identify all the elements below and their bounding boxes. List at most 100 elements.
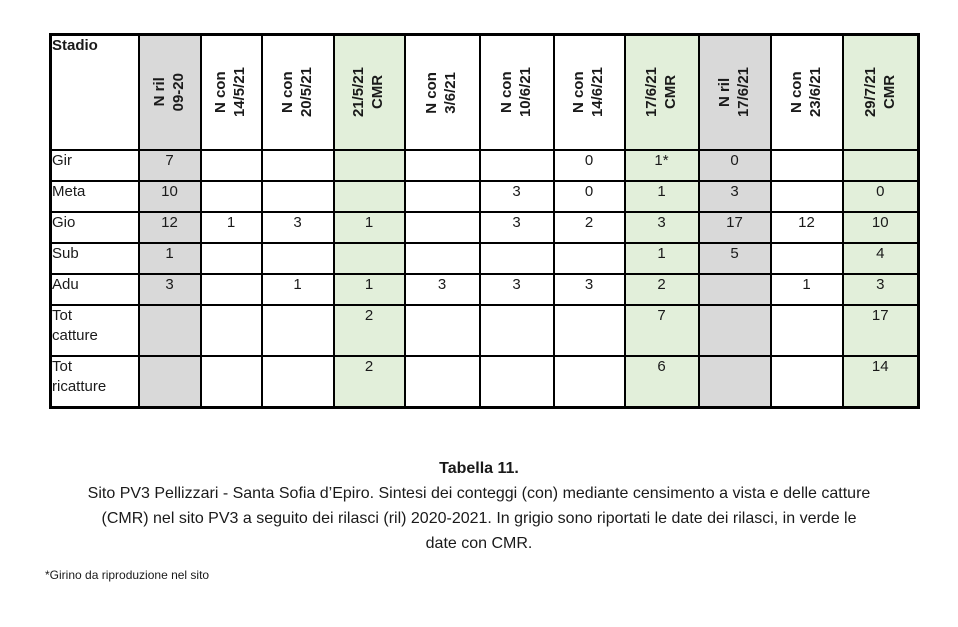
table-cell	[260, 355, 335, 408]
table-cell	[260, 149, 335, 182]
table-cell	[260, 242, 335, 275]
table-cell	[697, 273, 772, 306]
table-cell: 17	[841, 304, 920, 357]
table-cell: 3	[403, 273, 481, 306]
table-cell: 7	[137, 149, 202, 182]
table-cell	[403, 355, 481, 408]
table-cell: 1	[260, 273, 335, 306]
table-cell	[478, 355, 555, 408]
table-cell: 3	[137, 273, 202, 306]
row-label: Adu	[49, 273, 140, 306]
row-label: Tot catture	[49, 304, 140, 357]
table-cell: 7	[623, 304, 700, 357]
rotated-header-label: N con 14/6/21	[570, 67, 606, 118]
table-cell: 1	[769, 273, 844, 306]
table-cell	[260, 180, 335, 213]
table-cell: 10	[841, 211, 920, 244]
table-cell: 6	[623, 355, 700, 408]
table-cell: 2	[552, 211, 626, 244]
table-cell: 1	[623, 242, 700, 275]
table-row-meta: Meta 10 3 0 1 3 0	[49, 180, 920, 213]
rotated-header-label: 29/7/21 CMR	[861, 67, 898, 118]
table-cell: 3	[552, 273, 626, 306]
rotated-header-label: 21/5/21 CMR	[350, 67, 386, 118]
table-cell	[199, 149, 263, 182]
table-cell	[403, 211, 481, 244]
table-cell	[769, 242, 844, 275]
table-cell: 1	[137, 242, 202, 275]
table-cell	[403, 180, 481, 213]
caption-line: date con CMR.	[425, 535, 533, 552]
table-cell: 1	[199, 211, 263, 244]
table-caption: Tabella 11. Sito PV3 Pellizzari - Santa …	[0, 456, 958, 556]
column-header-n-ril-17-6-21: N ril 17/6/21	[697, 33, 772, 151]
row-label: Meta	[49, 180, 140, 213]
table-cell	[332, 180, 406, 213]
column-header-17-6-21-cmr: 17/6/21 CMR	[623, 33, 700, 151]
row-label: Gir	[49, 149, 140, 182]
row-label: Tot ricatture	[49, 355, 140, 408]
table-cell: 2	[332, 355, 406, 408]
table-cell	[137, 304, 202, 357]
table-cell	[199, 273, 263, 306]
table-cell: 12	[769, 211, 844, 244]
column-header-n-con-3-6-21: N con 3/6/21	[403, 33, 481, 151]
rotated-header-label: 17/6/21 CMR	[642, 67, 679, 118]
table-cell	[332, 242, 406, 275]
table-cell: 1	[332, 211, 406, 244]
table-cell: 14	[841, 355, 920, 408]
table-cell	[403, 242, 481, 275]
table-row-gir: Gir 7 0 1* 0	[49, 149, 920, 182]
column-header-stadio: Stadio	[49, 33, 140, 151]
rotated-header-label: N ril 17/6/21	[715, 67, 752, 118]
table-cell: 3	[478, 273, 555, 306]
table-cell: 1	[332, 273, 406, 306]
table-cell: 3	[623, 211, 700, 244]
table-cell: 3	[841, 273, 920, 306]
table-cell	[199, 242, 263, 275]
results-table: Stadio N ril 09-20 N con 14/5/21 N con 2…	[49, 33, 920, 409]
table-cell: 17	[697, 211, 772, 244]
table-cell	[403, 304, 481, 357]
table-cell: 4	[841, 242, 920, 275]
column-header-n-con-14-6-21: N con 14/6/21	[552, 33, 626, 151]
column-header-n-con-10-6-21: N con 10/6/21	[478, 33, 555, 151]
column-header-n-ril-09-20: N ril 09-20	[137, 33, 202, 151]
table-cell: 1	[623, 180, 700, 213]
table-cell	[478, 304, 555, 357]
table-cell: 0	[552, 180, 626, 213]
table-cell: 5	[697, 242, 772, 275]
column-header-21-5-21-cmr: 21/5/21 CMR	[332, 33, 406, 151]
table-cell: 0	[841, 180, 920, 213]
table-cell: 3	[478, 180, 555, 213]
table-cell: 2	[623, 273, 700, 306]
table-cell	[332, 149, 406, 182]
table-cell: 0	[697, 149, 772, 182]
table-cell	[841, 149, 920, 182]
column-header-n-con-14-5-21: N con 14/5/21	[199, 33, 263, 151]
table-cell	[769, 304, 844, 357]
rotated-header-label: N con 14/5/21	[212, 67, 248, 118]
rotated-header-label: N con 23/6/21	[787, 67, 824, 118]
caption-line: (CMR) nel sito PV3 a seguito dei rilasci…	[101, 510, 857, 527]
table-cell	[769, 355, 844, 408]
table-cell	[403, 149, 481, 182]
rotated-header-label: N ril 09-20	[150, 73, 187, 112]
rotated-header-label: N con 3/6/21	[423, 71, 459, 114]
table-cell: 3	[478, 211, 555, 244]
caption-line: Sito PV3 Pellizzari - Santa Sofia d’Epir…	[87, 485, 871, 502]
table-row-sub: Sub 1 1 5 4	[49, 242, 920, 275]
column-header-29-7-21-cmr: 29/7/21 CMR	[841, 33, 920, 151]
table-cell: 2	[332, 304, 406, 357]
table-row-tot-catture: Tot catture 2 7 17	[49, 304, 920, 357]
table-cell	[697, 355, 772, 408]
table-cell	[552, 304, 626, 357]
caption-title: Tabella 11.	[439, 460, 519, 477]
footnote: *Girino da riproduzione nel sito	[45, 568, 210, 582]
table-cell	[199, 355, 263, 408]
table-row-gio: Gio 12 1 3 1 3 2 3 17 12 10	[49, 211, 920, 244]
table-row-adu: Adu 3 1 1 3 3 3 2 1 3	[49, 273, 920, 306]
table-cell	[769, 180, 844, 213]
column-header-n-con-20-5-21: N con 20/5/21	[260, 33, 335, 151]
